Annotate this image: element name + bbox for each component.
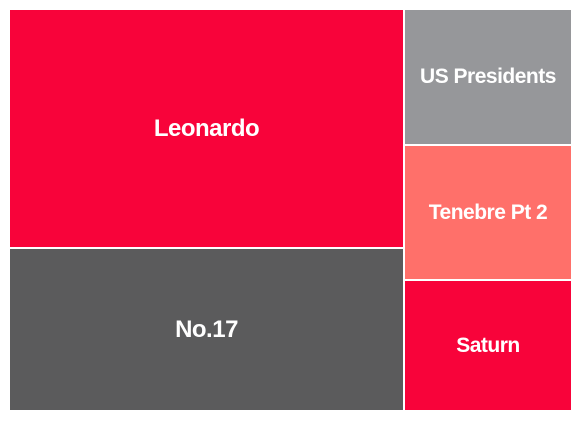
- tile-label-saturn: Saturn: [456, 333, 520, 357]
- tile-no17: No.17: [9, 248, 404, 411]
- treemap-chart: Leonardo No.17 US Presidents Tenebre Pt …: [9, 9, 572, 411]
- tile-label-no17: No.17: [175, 315, 238, 343]
- tile-us-presidents: US Presidents: [404, 9, 572, 145]
- tile-label-tenebre-pt-2: Tenebre Pt 2: [428, 200, 548, 224]
- tile-label-leonardo: Leonardo: [153, 114, 260, 142]
- tile-label-us-presidents: US Presidents: [420, 65, 556, 88]
- tile-saturn: Saturn: [404, 280, 572, 411]
- tile-tenebre-pt-2: Tenebre Pt 2: [404, 145, 572, 280]
- tile-leonardo: Leonardo: [9, 9, 404, 248]
